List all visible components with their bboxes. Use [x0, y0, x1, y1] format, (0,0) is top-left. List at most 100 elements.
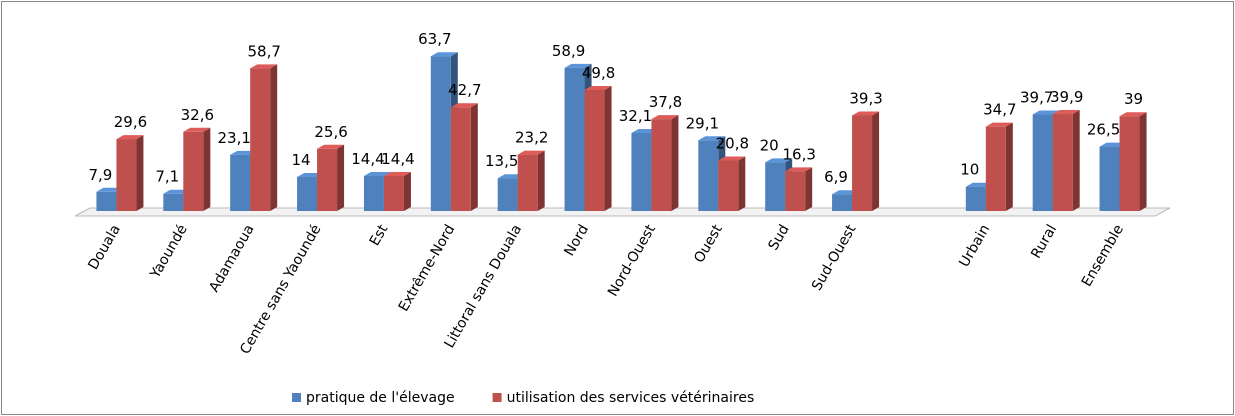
bar-top [1032, 110, 1060, 115]
legend-label: pratique de l'élevage [306, 390, 455, 406]
bar-side [671, 115, 679, 211]
data-label: 10 [960, 161, 979, 179]
bar-side [403, 172, 411, 211]
bar-top [116, 135, 144, 140]
bar-top [1052, 110, 1080, 115]
bar-top [250, 64, 278, 69]
bar-top [584, 85, 612, 90]
data-label: 32,6 [181, 106, 214, 124]
bar [852, 115, 873, 211]
bar-side [337, 144, 345, 211]
bar [163, 193, 184, 211]
bar [430, 56, 451, 211]
bar [297, 176, 318, 211]
bar-side [1072, 110, 1080, 211]
data-label: 58,7 [247, 42, 280, 60]
data-label: 7,9 [89, 166, 113, 184]
bar-top [698, 136, 726, 141]
data-label: 42,7 [448, 81, 481, 99]
bar [363, 176, 384, 211]
bar [517, 154, 538, 211]
data-label: 39,3 [849, 90, 882, 108]
bar-side [738, 156, 746, 211]
bar-top [785, 167, 813, 172]
data-label: 34,7 [983, 101, 1016, 119]
bar-side [872, 111, 880, 211]
bar [631, 132, 652, 211]
bar [230, 154, 251, 211]
data-label: 23,1 [217, 129, 250, 147]
bar [765, 162, 786, 211]
bar [832, 194, 853, 211]
bar [584, 89, 605, 211]
data-label: 20 [760, 136, 779, 154]
data-label: 37,8 [649, 93, 682, 111]
bar-side [203, 127, 211, 211]
bar [718, 160, 739, 211]
bar [1032, 114, 1053, 211]
bar [1052, 114, 1073, 211]
legend-label: utilisation des services vétérinaires [507, 390, 755, 406]
bar-top [564, 63, 592, 68]
bar-top [1119, 112, 1147, 117]
data-label: 39,9 [1050, 88, 1083, 106]
bar [116, 139, 137, 211]
floor [74, 207, 1171, 217]
data-label: 49,8 [582, 64, 615, 82]
data-label: 29,6 [114, 113, 147, 131]
bar-side [136, 135, 144, 211]
data-label: 26,5 [1087, 121, 1120, 139]
data-label: 63,7 [418, 30, 451, 48]
bar [698, 140, 719, 211]
bar [651, 119, 672, 211]
bar-top [517, 150, 545, 155]
bar-top [718, 156, 746, 161]
bar [1099, 146, 1120, 211]
data-label: 23,2 [515, 129, 548, 147]
bar-top [765, 158, 793, 163]
data-label: 29,1 [686, 114, 719, 132]
bar-top [985, 122, 1013, 127]
bar [1119, 116, 1140, 211]
data-label: 14,4 [381, 150, 414, 168]
data-label: 14 [292, 151, 311, 169]
bar-top [317, 144, 345, 149]
bar [985, 126, 1006, 211]
bar-side [537, 150, 545, 211]
bar-top [852, 111, 880, 116]
bar-top [651, 115, 679, 120]
bar-top [363, 172, 391, 177]
bar-top [383, 172, 411, 177]
legend-swatch [292, 393, 301, 402]
legend-swatch [492, 393, 502, 402]
bar-top [183, 127, 211, 132]
data-label: 32,1 [619, 107, 652, 125]
data-label: 58,9 [552, 42, 585, 60]
data-label: 25,6 [314, 123, 347, 141]
bar [96, 191, 117, 211]
data-label: 13,5 [485, 152, 518, 170]
bar-side [1139, 112, 1147, 211]
data-label: 6,9 [824, 168, 848, 186]
bar-side [1005, 122, 1013, 211]
bar [183, 131, 204, 211]
bar [564, 67, 585, 211]
bar-side [270, 64, 278, 211]
data-label: 20,8 [716, 134, 749, 152]
bar [383, 176, 404, 211]
data-label: 39,7 [1020, 89, 1053, 107]
bar-side [604, 85, 612, 211]
data-label: 39 [1124, 90, 1143, 108]
bar [317, 148, 338, 211]
bar [785, 171, 806, 211]
bar [965, 186, 986, 211]
bar [250, 68, 271, 211]
bar-side [805, 167, 813, 211]
bar [497, 178, 518, 211]
bar-side [470, 103, 478, 211]
data-label: 14,4 [351, 150, 384, 168]
bar-top [430, 52, 458, 57]
data-label: 16,3 [782, 145, 815, 163]
data-label: 7,1 [155, 168, 179, 186]
